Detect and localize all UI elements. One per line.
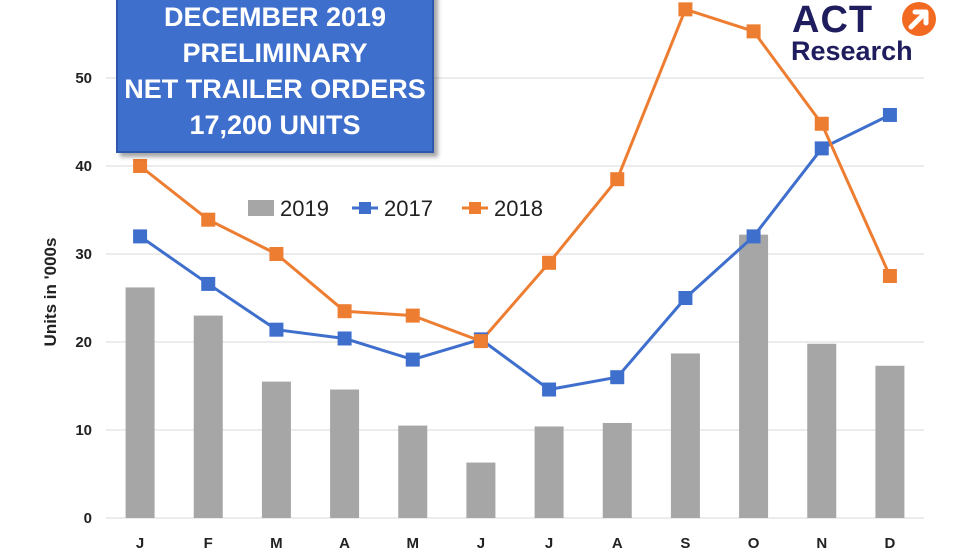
title-line-2: PRELIMINARY	[182, 38, 368, 68]
marker-2018	[405, 308, 420, 323]
marker-2018	[542, 255, 557, 270]
bar-2019	[602, 422, 632, 518]
marker-2017	[542, 382, 557, 397]
bar-2019	[193, 315, 223, 518]
y-tick-labels: 0 10 20 30 40 50	[75, 70, 92, 527]
marker-2018	[678, 2, 693, 17]
y-tick-label: 30	[75, 246, 92, 263]
legend-swatch-marker	[359, 202, 371, 214]
x-tick-label: J	[477, 535, 485, 552]
y-tick-label: 0	[84, 510, 92, 527]
marker-2017	[882, 107, 897, 122]
marker-2018	[201, 212, 216, 227]
y-tick-label: 20	[75, 334, 92, 351]
marker-2017	[201, 276, 216, 291]
marker-2018	[269, 247, 284, 261]
legend-label: 2019	[280, 196, 329, 221]
marker-2018	[746, 24, 761, 39]
title-box: DECEMBER 2019 PRELIMINARY NET TRAILER OR…	[116, 0, 434, 153]
legend-item-2017: 2017	[352, 196, 433, 221]
marker-2018	[882, 269, 897, 283]
logo-subtitle: Research	[791, 36, 913, 66]
legend: 2019 2017 2018	[248, 196, 543, 221]
marker-2018	[814, 116, 829, 131]
marker-2017	[610, 370, 625, 385]
marker-2017	[133, 229, 148, 244]
legend-swatch-marker	[469, 202, 481, 214]
y-tick-label: 50	[75, 70, 92, 87]
x-tick-label: F	[204, 535, 213, 552]
bar-2019	[466, 462, 496, 518]
y-tick-label: 10	[75, 422, 92, 439]
bar-2019	[330, 389, 360, 518]
bar-2019	[807, 343, 837, 518]
legend-swatch	[248, 200, 274, 216]
y-axis-title: Units in '000s	[41, 238, 60, 347]
marker-2018	[337, 304, 352, 319]
x-tick-label: J	[545, 535, 553, 552]
x-tick-label: S	[680, 535, 690, 552]
bar-2019	[398, 425, 428, 518]
arrow-circle-icon	[902, 2, 936, 36]
title-line-3: NET TRAILER ORDERS	[124, 74, 426, 104]
marker-2017	[678, 291, 693, 305]
x-tick-label: A	[612, 535, 623, 552]
y-tick-label: 40	[75, 158, 92, 175]
marker-2018	[133, 159, 148, 173]
x-tick-label: J	[136, 535, 144, 552]
marker-2018	[473, 334, 488, 349]
bar-2019	[261, 381, 291, 518]
marker-2017	[269, 322, 284, 337]
x-tick-label: M	[407, 535, 420, 552]
bar-2019	[875, 365, 905, 518]
marker-2017	[337, 331, 352, 346]
x-tick-label: M	[270, 535, 283, 552]
title-line-4: 17,200 UNITS	[189, 110, 361, 140]
legend-item-2018: 2018	[462, 196, 543, 221]
line-2018	[139, 7, 892, 343]
x-tick-label: D	[884, 535, 895, 552]
bar-2019	[739, 234, 769, 518]
x-tick-label: O	[748, 535, 760, 552]
bar-2019	[534, 426, 564, 518]
bars-2019	[125, 234, 905, 518]
marker-2018	[610, 172, 625, 187]
line-2017	[139, 113, 891, 392]
x-tick-label: A	[339, 535, 350, 552]
legend-label: 2018	[494, 196, 543, 221]
bar-2019	[125, 287, 155, 518]
legend-item-2019: 2019	[248, 196, 329, 221]
marker-2017	[405, 352, 420, 367]
x-tick-label: N	[816, 535, 827, 552]
legend-label: 2017	[384, 196, 433, 221]
marker-2017	[814, 141, 829, 156]
lines	[133, 2, 897, 397]
title-line-1: DECEMBER 2019	[163, 2, 387, 32]
bar-2019	[670, 353, 700, 518]
logo-brand: ACT	[792, 0, 874, 41]
act-research-logo: ACT Research	[788, 0, 948, 70]
marker-2017	[746, 229, 761, 244]
